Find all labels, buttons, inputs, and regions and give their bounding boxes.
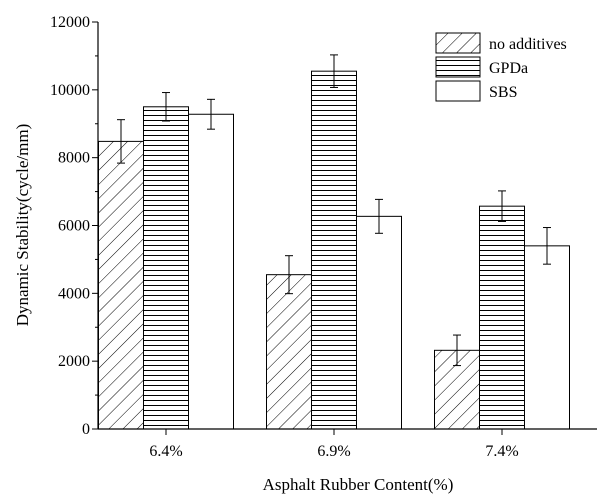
x-tick-label-1: 6.9% [317, 443, 350, 460]
y-tick-label-12000: 12000 [50, 14, 90, 31]
legend: no additives GPDa SBS [435, 32, 567, 102]
y-tick-label-2000: 2000 [58, 353, 90, 370]
y-tick-label-6000: 6000 [58, 218, 90, 235]
error-bar-gpda-0 [162, 92, 170, 122]
bar-sbs-1 [356, 215, 402, 430]
ticks-group: 0 2000 4000 6000 8000 10000 12000 6.4% 6.9% 7.4% [50, 14, 519, 460]
bar-sbs-0 [188, 113, 234, 430]
legend-swatch [435, 32, 481, 54]
x-axis-title: Asphalt Rubber Content(%) [263, 475, 454, 494]
x-tick-label-0: 6.4% [149, 443, 182, 460]
legend-swatch [435, 80, 481, 102]
bar-gpda-2 [479, 205, 525, 430]
error-bar-sbs-1 [375, 198, 383, 234]
bar-gpda-0 [143, 106, 189, 430]
y-tick-label-10000: 10000 [50, 82, 90, 99]
legend-swatch [435, 56, 481, 78]
error-bar-sbs-2 [543, 227, 551, 265]
bar-gpda-1 [311, 70, 357, 430]
bar-sbs-2 [524, 245, 570, 430]
error-bar-gpda-2 [498, 190, 506, 222]
legend-item-no-additives: no additives [435, 32, 567, 54]
bar-no-additives-1 [266, 274, 312, 430]
y-tick-label-4000: 4000 [58, 285, 90, 302]
error-bar-no-additives-1 [285, 255, 293, 295]
bars-group [98, 70, 570, 430]
legend-item-sbs: SBS [435, 80, 517, 102]
bar-no-additives-0 [98, 140, 144, 430]
error-bar-no-additives-2 [453, 334, 461, 367]
error-bar-sbs-0 [207, 98, 215, 130]
error-bar-no-additives-0 [117, 119, 125, 164]
legend-label: GPDa [489, 60, 528, 77]
legend-label: no additives [489, 36, 567, 53]
y-tick-label-8000: 8000 [58, 150, 90, 167]
legend-label: SBS [489, 84, 517, 101]
x-tick-label-2: 7.4% [485, 443, 518, 460]
y-axis-title: Dynamic Stability(cycle/mm) [13, 124, 32, 327]
error-bar-gpda-1 [330, 54, 338, 88]
error-bars-group [117, 54, 551, 367]
legend-item-gpda: GPDa [435, 56, 528, 78]
y-tick-label-0: 0 [82, 421, 90, 438]
